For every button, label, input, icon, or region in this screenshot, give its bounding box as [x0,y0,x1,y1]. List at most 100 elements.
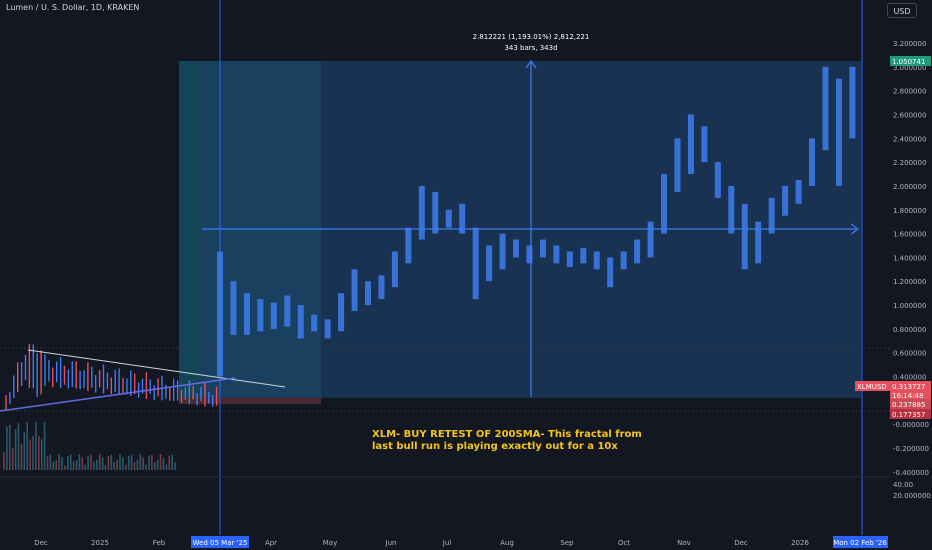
weekly-price-bar [418,185,425,240]
weekly-price-bar [297,305,304,339]
weekly-price-bar [835,78,842,186]
weekly-price-bar [741,203,748,270]
measure-label-change: 2.812221 (1,193.01%) 2,812,221 [473,33,590,41]
x-tick-label: Sep [560,539,574,547]
weekly-price-bar [513,239,520,258]
price-tag-top: 1.050741 [892,58,925,66]
y-tick-label: 1.200000 [893,278,926,286]
y-tick-label: 3.000000 [893,64,926,72]
countdown-tag-bg [890,391,931,400]
weekly-price-bar [391,251,398,288]
weekly-price-bar [701,126,708,163]
descending-trendline [27,349,286,388]
x-tick-label: May [323,539,337,547]
y-tick-label: 3.200000 [893,40,926,48]
date-marker-mar: Wed 05 Mar '25 [193,539,248,547]
y-tick-label: 0.600000 [893,350,926,358]
stop-loss-zone [179,397,321,404]
weekly-price-bar [351,269,358,312]
weekly-price-bar [661,174,668,234]
countdown-tag: 16:14:48 [892,392,923,400]
weekly-price-bar [728,185,735,234]
weekly-price-bar [822,66,829,151]
y-tick-label: 2.000000 [893,183,926,191]
weekly-price-bar [795,179,802,204]
volume-axis-label: 40.00 [893,481,913,489]
weekly-price-bar [270,302,277,329]
weekly-price-bar [526,245,533,264]
currency-button[interactable]: USD [887,3,917,18]
y-tick-label: 1.800000 [893,207,926,215]
y-tick-label: 2.600000 [893,111,926,119]
weekly-price-bar [405,227,412,264]
weekly-price-bar [445,209,452,228]
weekly-price-bar [311,314,318,332]
y-tick-label: 0.400000 [893,374,926,382]
weekly-price-bar [714,162,721,198]
weekly-price-bar [338,293,345,332]
price-tag-last-bg [890,381,931,391]
support-trendline [0,377,236,412]
symbol-tag-bg [855,381,897,391]
price-tag-last: 0.313727 [892,383,925,391]
measure-arrow-right [850,223,860,235]
x-tick-label: 2026 [791,539,809,547]
date-marker-feb-bg [833,536,888,548]
weekly-price-bar [647,221,654,258]
weekly-price-bar [217,251,223,377]
weekly-price-bar [566,251,573,267]
x-tick-label: Jul [442,539,452,547]
weekly-price-bar [499,233,506,270]
y-tick-label: 2.200000 [893,159,926,167]
weekly-price-bar [378,275,385,300]
y-tick-label: 2.400000 [893,135,926,143]
weekly-price-bar [809,138,816,186]
weekly-price-bar [620,251,627,270]
weekly-price-bar [539,239,546,258]
price-tag-top-bg [890,56,931,66]
y-tick-label: 2.800000 [893,88,926,96]
x-tick-label: Feb [153,539,166,547]
date-marker-feb: Mon 02 Feb '26 [833,539,887,547]
y-tick-label: -0.200000 [893,445,929,453]
x-tick-label: Oct [618,539,630,547]
price-axis [890,0,932,550]
annotation-line-1: XLM- BUY RETEST OF 200SMA- This fractal … [372,429,642,440]
x-tick-label: Apr [265,539,277,547]
x-tick-label: Jun [385,539,397,547]
y-tick-label: 0.800000 [893,326,926,334]
weekly-price-bar [607,257,614,288]
price-tag-level-1: 0.237885 [892,401,925,409]
weekly-price-bar [230,281,237,335]
y-tick-label: 1.000000 [893,302,926,310]
weekly-price-bar [486,245,493,282]
weekly-price-bar [472,227,479,300]
x-tick-label: Aug [500,539,514,547]
price-tag-level-1-bg [890,399,931,409]
weekly-price-bar [553,245,560,264]
weekly-price-bar [768,197,775,234]
price-tag-level-2-bg [890,409,931,419]
x-tick-label: Nov [677,539,691,547]
weekly-price-bar [243,293,250,335]
weekly-price-bar [674,138,681,192]
volume-axis-label: 20.000000 [893,492,931,500]
weekly-price-bar [432,191,439,234]
weekly-price-bar [849,66,856,139]
weekly-price-bar [459,203,466,234]
symbol-tag: XLMUSD [857,383,887,391]
symbol-title: Lumen / U. S. Dollar, 1D, KRAKEN [6,3,140,12]
y-tick-label: -0.000000 [893,421,929,429]
weekly-price-bar [634,239,641,264]
price-tag-level-2: 0.177357 [892,411,925,419]
x-tick-label: 2025 [91,539,109,547]
y-tick-label: 1.400000 [893,254,926,262]
date-marker-mar-bg [191,536,249,548]
weekly-price-bar [284,295,291,327]
y-tick-label: -0.400000 [893,469,929,477]
weekly-price-bar [324,319,331,339]
weekly-price-bar [782,185,789,216]
weekly-price-bar [755,221,762,264]
weekly-price-bar [257,299,264,332]
